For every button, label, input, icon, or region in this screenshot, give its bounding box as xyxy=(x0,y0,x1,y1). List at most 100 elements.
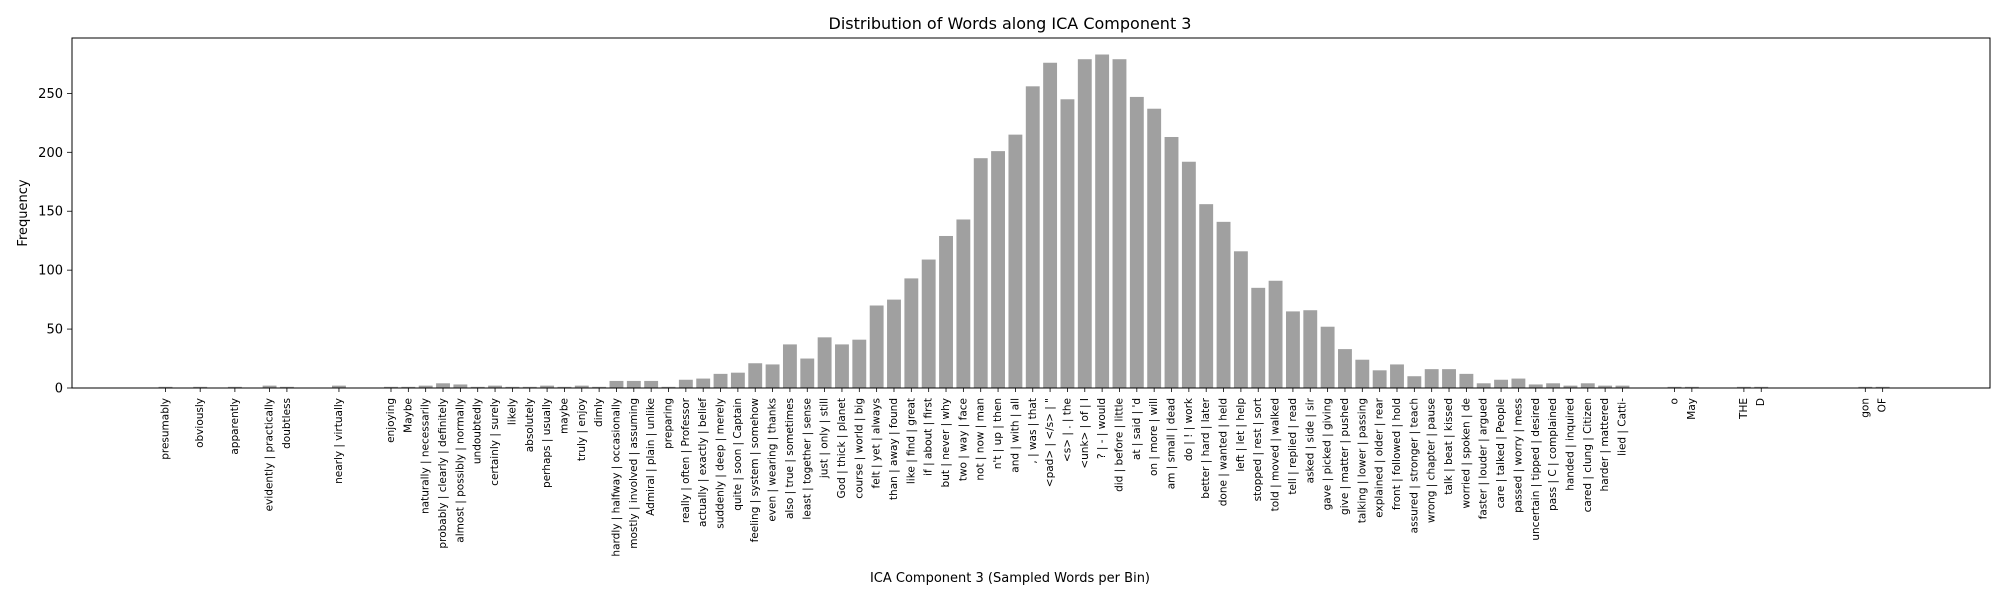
bar xyxy=(262,385,277,388)
bar xyxy=(713,373,728,388)
x-axis: presumably obviously apparently evidently |… xyxy=(160,388,1889,557)
x-tick-label: certainly | surely xyxy=(489,398,501,486)
y-tick-label: 200 xyxy=(38,146,63,161)
x-tick-label: n't | up | then xyxy=(992,398,1004,469)
x-tick-label: front | followed | hold xyxy=(1391,398,1403,510)
x-tick-label: like | find | great xyxy=(905,398,917,484)
bar xyxy=(1615,385,1630,388)
bar xyxy=(1858,386,1873,388)
x-tick-label: faster | louder | argued xyxy=(1478,398,1490,519)
x-tick-label: feeling | system | somehow xyxy=(749,398,761,543)
x-tick-label: , | was | that xyxy=(1027,398,1039,464)
bar xyxy=(973,158,988,388)
bar xyxy=(1251,287,1266,388)
bar xyxy=(1528,384,1543,388)
x-tick-label: Maybe xyxy=(402,398,414,433)
x-tick-label: perhaps | usually xyxy=(541,398,553,488)
x-tick-label: harder | mattered xyxy=(1599,398,1611,491)
x-tick-label: talk | beat | kissed xyxy=(1443,398,1455,495)
bar xyxy=(1390,364,1404,388)
bar xyxy=(904,278,919,388)
bar xyxy=(1181,161,1196,388)
bar xyxy=(1303,310,1318,388)
bar xyxy=(1355,359,1370,388)
x-tick-label: presumably xyxy=(160,398,172,460)
x-tick-label: do | ! | work xyxy=(1183,397,1195,461)
x-tick-label: evidently | practically xyxy=(264,398,276,511)
bar xyxy=(696,378,711,388)
x-tick-label: done | wanted | held xyxy=(1218,398,1230,506)
bar xyxy=(626,380,641,388)
x-tick-label: asked | side | sir xyxy=(1304,397,1316,483)
x-tick-label: and | with | all xyxy=(1009,398,1021,473)
bar xyxy=(574,385,589,388)
bar xyxy=(592,386,607,388)
x-tick-label: gave | picked | giving xyxy=(1322,398,1334,510)
x-tick-label: pass | C | complained xyxy=(1547,398,1559,511)
x-tick-label: God | thick | planet xyxy=(836,398,848,498)
bar xyxy=(488,385,502,388)
bar xyxy=(1546,383,1561,388)
x-tick-label: not | now | man xyxy=(975,398,987,481)
bar xyxy=(1754,386,1769,388)
x-tick-label: explained | older | rear xyxy=(1374,397,1386,517)
bar xyxy=(1025,86,1040,388)
x-tick-label: really | often | Professor xyxy=(680,397,692,523)
bar xyxy=(470,386,485,388)
bar xyxy=(1233,251,1248,388)
bar xyxy=(1476,383,1491,388)
x-tick-label: than | away | found xyxy=(888,398,900,500)
x-tick-label: uncertain | tipped | desired xyxy=(1530,398,1542,541)
bar xyxy=(1580,383,1595,388)
bar xyxy=(1060,99,1075,388)
x-tick-label: better | hard | later xyxy=(1200,397,1212,498)
x-tick-label: passed | worry | mess xyxy=(1512,398,1524,513)
x-tick-label: mostly | involved | assuming xyxy=(628,398,640,549)
x-tick-label: suddenly | deep | merely xyxy=(715,398,727,529)
bar xyxy=(1875,386,1890,388)
bar xyxy=(1667,386,1682,388)
bar xyxy=(453,384,468,388)
bar xyxy=(505,386,520,388)
x-tick-label: <s> | . | the xyxy=(1061,398,1073,462)
plot-frame xyxy=(71,37,1991,389)
bar xyxy=(227,386,242,388)
bar xyxy=(1129,96,1144,389)
bar xyxy=(1008,134,1023,388)
bar xyxy=(1199,204,1214,388)
bars-layer xyxy=(158,54,1890,389)
x-tick-label: quite | soon | Captain xyxy=(732,398,744,511)
bar xyxy=(678,379,693,388)
bar xyxy=(765,364,780,388)
x-tick-label: undoubtedly xyxy=(472,398,484,464)
x-tick-label: on | more | will xyxy=(1148,398,1160,476)
x-tick-label: preparing xyxy=(663,398,675,449)
bar xyxy=(782,344,797,388)
x-tick-label: wrong | chapter | pause xyxy=(1426,398,1438,523)
bar xyxy=(748,363,763,388)
bar xyxy=(1338,349,1352,388)
x-tick-label: talking | lower | passing xyxy=(1356,398,1368,523)
x-tick-label: course | world | big xyxy=(853,398,865,499)
bar xyxy=(835,344,849,388)
x-tick-label: enjoying xyxy=(385,398,397,443)
x-tick-label: felt | yet | always xyxy=(871,398,883,488)
bar xyxy=(436,383,450,388)
x-tick-label: give | matter | pushed xyxy=(1339,398,1351,515)
x-tick-label: likely xyxy=(506,398,518,425)
x-tick-label: Admiral | plain | unlike xyxy=(645,398,657,516)
x-tick-label: maybe xyxy=(558,398,570,434)
bar xyxy=(887,299,901,388)
x-axis-label: ICA Component 3 (Sampled Words per Bin) xyxy=(870,571,1150,586)
x-tick-label: naturally | necessarily xyxy=(420,398,432,514)
x-tick-label: THE xyxy=(1738,398,1750,420)
x-tick-label: also | true | sometimes xyxy=(784,398,796,519)
bar xyxy=(1043,62,1058,388)
x-tick-label: left | let | help xyxy=(1235,398,1247,472)
bar xyxy=(540,385,555,388)
x-tick-label: apparently xyxy=(229,398,241,455)
bar xyxy=(1459,373,1474,388)
x-tick-label: ? | - | would xyxy=(1096,398,1108,459)
x-tick-label: actually | exactly | belief xyxy=(697,398,709,527)
bar xyxy=(800,358,815,388)
